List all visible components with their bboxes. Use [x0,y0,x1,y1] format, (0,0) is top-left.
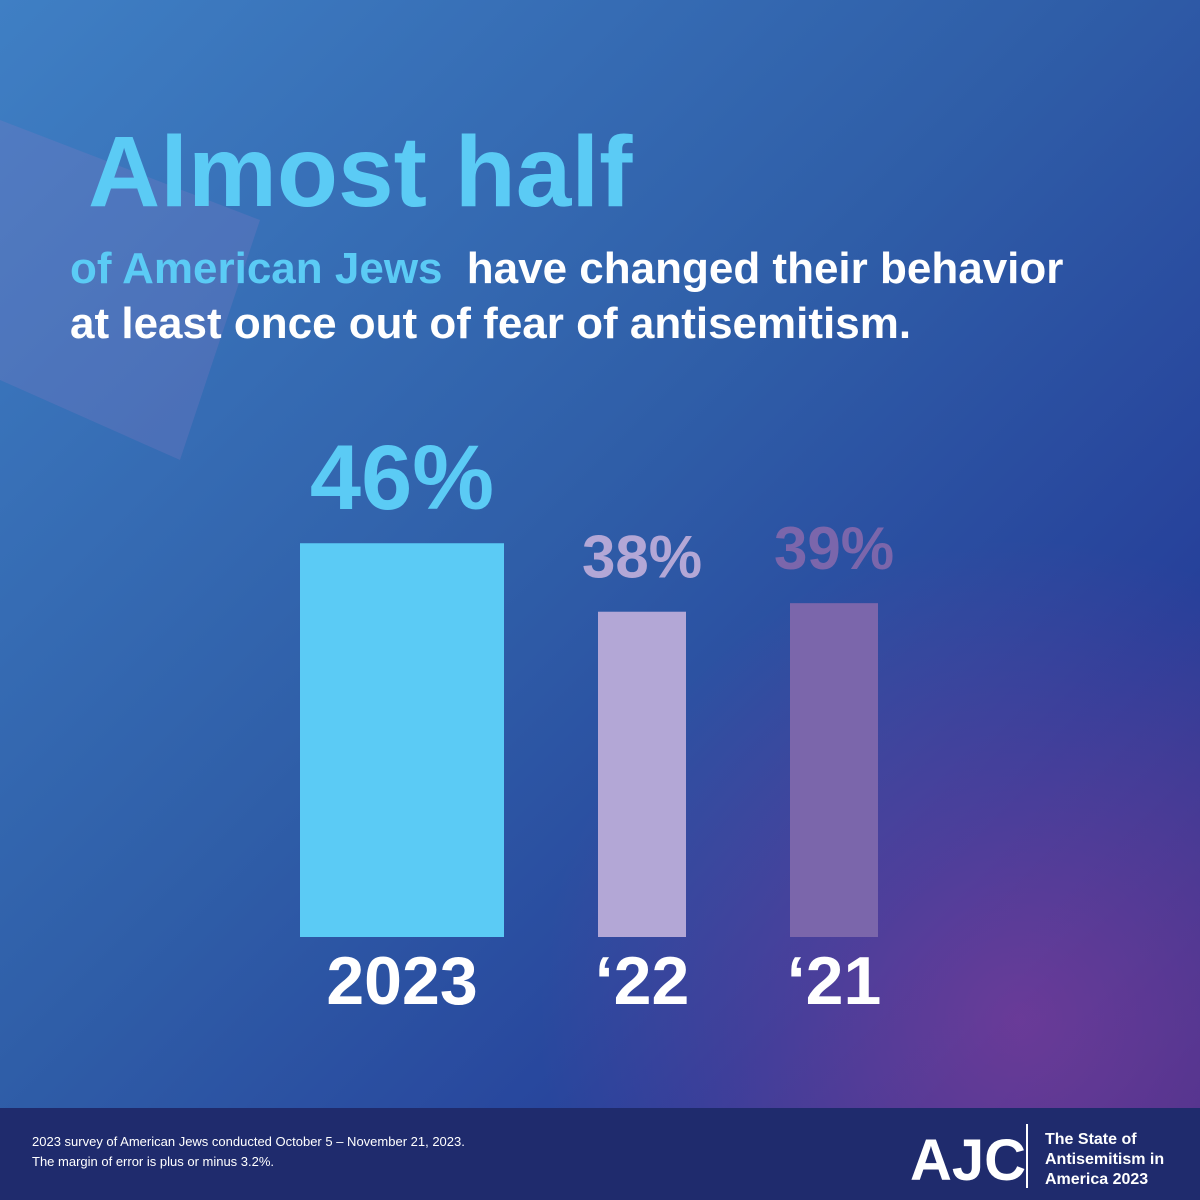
subtitle-line: at least once out of fear of antisemitis… [70,299,911,348]
bar [598,611,686,937]
value-label: 46% [310,427,494,529]
footnote: 2023 survey of American Jews conducted O… [32,1134,465,1149]
logo: AJC [910,1128,1026,1193]
value-label: 39% [774,515,894,582]
subtitle-line: have changed their behavior [467,244,1064,293]
report-title: Antisemitism in [1045,1151,1164,1168]
bar [790,603,878,937]
title: Almost half [88,116,633,228]
category-label: ‘22 [595,943,690,1019]
bar-chart: 46% 2023 38% ‘22 39% ‘21 [300,427,894,1019]
footnote: The margin of error is plus or minus 3.2… [32,1154,274,1169]
category-label: 2023 [326,943,477,1019]
footer-bar [0,1108,1200,1200]
category-label: ‘21 [787,943,882,1019]
value-label: 38% [582,524,702,591]
report-title: America 2023 [1045,1171,1148,1188]
bar [300,543,504,937]
decor-shape [0,120,260,460]
subtitle-highlight: of American Jews [70,244,443,293]
report-title: The State of [1045,1131,1137,1148]
subtitle: of American Jews have changed their beha… [70,244,1063,293]
